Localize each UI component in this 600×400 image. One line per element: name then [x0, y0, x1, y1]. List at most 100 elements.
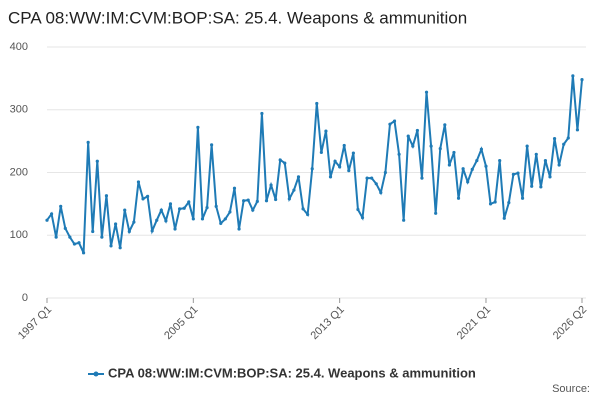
point [452, 150, 456, 155]
point [525, 144, 529, 148]
point [484, 164, 488, 168]
point [182, 206, 186, 210]
point [301, 207, 305, 211]
point [219, 221, 223, 225]
point [397, 152, 401, 156]
point [447, 163, 451, 167]
legend-label: CPA 08:WW:IM:CVM:BOP:SA: 25.4. Weapons &… [108, 365, 476, 380]
point [287, 197, 291, 201]
point [392, 119, 397, 123]
point [145, 194, 150, 198]
point [511, 172, 516, 176]
point [374, 182, 378, 186]
point [127, 229, 131, 234]
point [168, 202, 173, 206]
point [342, 143, 346, 148]
point [461, 167, 465, 171]
point [424, 90, 429, 94]
point [411, 144, 415, 148]
point [498, 158, 502, 163]
point [118, 246, 122, 250]
point [543, 158, 548, 163]
point [283, 161, 287, 165]
point [365, 176, 369, 180]
point [516, 171, 520, 175]
point [388, 122, 392, 126]
point [173, 227, 177, 231]
x-tick-label: 2005 Q1 [162, 304, 200, 342]
point [260, 111, 264, 116]
point [68, 235, 72, 239]
point [155, 218, 159, 222]
point [278, 158, 282, 162]
point [475, 158, 479, 163]
point [319, 150, 323, 155]
point [104, 194, 109, 198]
x-tick-label: 2026 Q2 [551, 304, 589, 342]
point [86, 140, 90, 144]
point [552, 137, 557, 141]
point [113, 222, 118, 226]
x-tick-label: 1997 Q1 [16, 304, 54, 342]
point [530, 184, 534, 188]
point [383, 170, 387, 175]
point [136, 180, 141, 184]
point [466, 180, 470, 184]
point [191, 217, 195, 221]
point [548, 175, 552, 179]
point [274, 197, 278, 202]
point [562, 142, 566, 146]
point [402, 218, 406, 222]
point [237, 227, 241, 231]
point [406, 134, 410, 138]
point [571, 74, 575, 78]
point [232, 186, 237, 190]
y-tick-label: 0 [22, 292, 28, 304]
point [242, 199, 246, 203]
chart-title: CPA 08:WW:IM:CVM:BOP:SA: 25.4. Weapons &… [8, 8, 467, 27]
point [178, 207, 182, 211]
point [59, 204, 63, 208]
series-line [46, 75, 583, 254]
point [347, 169, 351, 173]
point [81, 251, 86, 255]
point [415, 128, 419, 133]
point [429, 144, 433, 148]
point [488, 202, 493, 206]
point [164, 219, 168, 223]
point [251, 208, 255, 212]
point [123, 208, 127, 212]
point [246, 198, 250, 202]
x-tick-label: 2013 Q1 [308, 304, 346, 342]
point [141, 197, 145, 201]
point [269, 183, 273, 187]
point [95, 159, 99, 163]
point [150, 229, 154, 233]
point [507, 201, 511, 205]
point [72, 242, 77, 246]
point [479, 147, 484, 151]
point [520, 196, 525, 200]
point [49, 212, 54, 216]
point [54, 235, 58, 239]
point [200, 217, 205, 221]
point [438, 147, 442, 151]
point [132, 220, 136, 224]
point [315, 101, 319, 106]
point [187, 200, 191, 204]
y-tick-label: 400 [10, 41, 28, 53]
y-tick-label: 200 [10, 166, 28, 178]
point [228, 210, 232, 214]
point [420, 176, 424, 180]
point [77, 241, 81, 245]
y-tick-label: 300 [10, 104, 28, 116]
point [356, 207, 360, 212]
point [333, 159, 337, 163]
point [196, 125, 200, 129]
point [443, 123, 447, 127]
point [351, 151, 355, 155]
legend-symbol [93, 371, 99, 377]
point [502, 216, 506, 220]
point [205, 206, 209, 210]
